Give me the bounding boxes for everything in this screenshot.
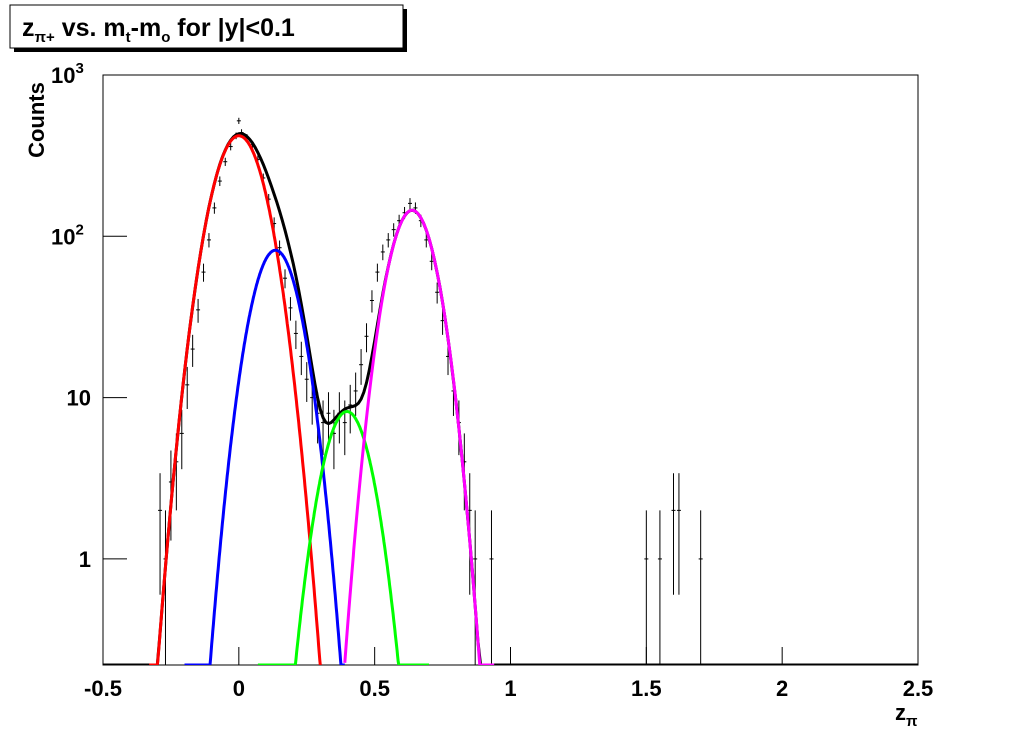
plot-area: [158, 117, 703, 665]
subscript: t: [126, 29, 131, 46]
subscript: o: [161, 29, 170, 46]
x-tick-label: 1.5: [631, 676, 662, 701]
tick-exponent: 3: [75, 60, 83, 77]
x-tick-label: 1: [504, 676, 516, 701]
x-tick-label: 2: [776, 676, 788, 701]
text-segment: for |y|<0.1: [170, 14, 295, 42]
subscript: π: [906, 713, 918, 730]
x-tick-label: -0.5: [84, 676, 122, 701]
x-tick-label: 0: [233, 676, 245, 701]
text-segment: z: [22, 14, 35, 42]
x-tick-label: 2.5: [903, 676, 934, 701]
plot-frame: [102, 74, 919, 666]
text-segment: vs. m: [55, 14, 126, 42]
fit-curve: [149, 134, 322, 665]
fit-curve: [343, 208, 495, 665]
fit-curve: [257, 410, 429, 665]
text-segment: z: [895, 700, 906, 725]
y-tick-label: 1: [79, 547, 91, 572]
y-tick-label: 10: [67, 386, 91, 411]
text-segment: -m: [131, 14, 162, 42]
y-tick-label: 103: [51, 60, 84, 88]
chart-title: zπ+ vs. mt-mo for |y|<0.1: [22, 14, 295, 46]
subscript: π+: [35, 29, 55, 46]
title-box: [9, 4, 404, 49]
y-tick-label: 102: [51, 221, 84, 249]
fit-curve: [184, 248, 345, 665]
y-axis-label: Counts: [24, 82, 49, 158]
tick-exponent: 2: [75, 221, 83, 238]
tick-base: 10: [51, 224, 75, 249]
x-axis-label: zπ: [895, 700, 918, 730]
x-tick-label: 0.5: [359, 676, 390, 701]
total-fit-curve: [103, 132, 918, 665]
tick-base: 10: [51, 63, 75, 88]
